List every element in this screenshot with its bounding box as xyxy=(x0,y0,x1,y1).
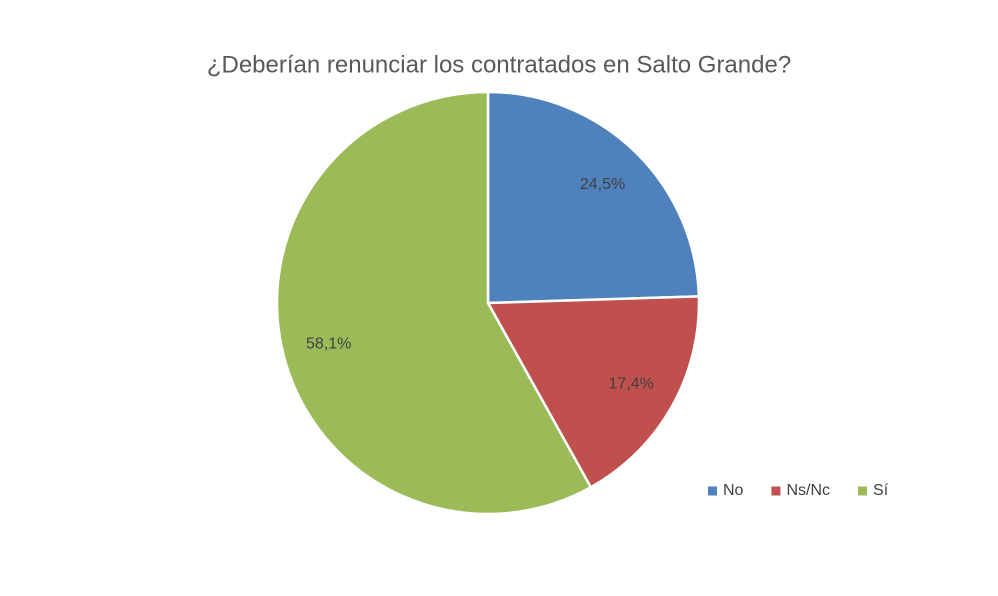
pie-slice xyxy=(486,90,701,305)
legend-swatch xyxy=(858,486,868,496)
pie-slice xyxy=(275,90,593,516)
legend-swatch xyxy=(771,486,781,496)
chart-title: ¿Deberían renunciar los contratados en S… xyxy=(207,51,791,78)
pie-slice xyxy=(485,295,701,489)
legend-label: Ns/Nc xyxy=(786,482,830,499)
data-label: 17,4% xyxy=(609,375,654,392)
data-label: 58,1% xyxy=(306,336,351,353)
data-label: 24,5% xyxy=(580,176,625,193)
legend-label: No xyxy=(723,482,744,499)
legend-label: Sí xyxy=(873,482,889,499)
legend-swatch xyxy=(708,486,717,496)
